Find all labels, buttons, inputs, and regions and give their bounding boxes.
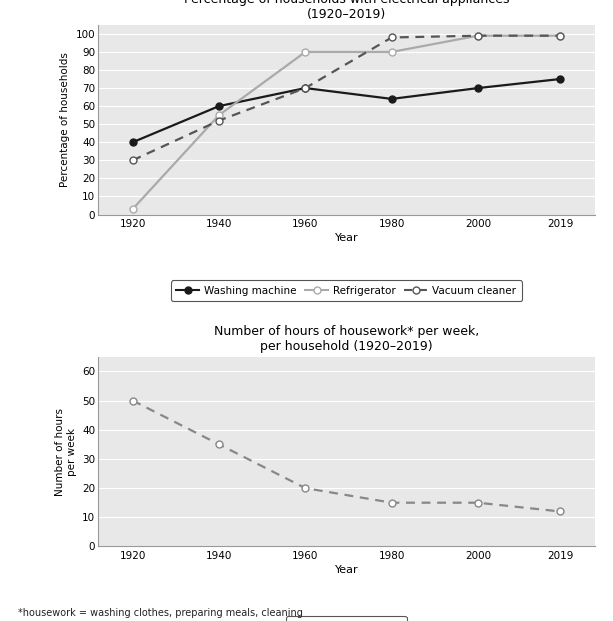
Y-axis label: Number of hours
per week: Number of hours per week <box>55 407 77 496</box>
Legend: Washing machine, Refrigerator, Vacuum cleaner: Washing machine, Refrigerator, Vacuum cl… <box>171 281 522 301</box>
Text: *housework = washing clothes, preparing meals, cleaning: *housework = washing clothes, preparing … <box>18 608 303 618</box>
X-axis label: Year: Year <box>335 565 358 575</box>
Y-axis label: Percentage of households: Percentage of households <box>60 52 70 187</box>
Legend: Hours per week: Hours per week <box>286 616 406 621</box>
Title: Number of hours of housework* per week,
per household (1920–2019): Number of hours of housework* per week, … <box>214 325 479 353</box>
Title: Percentage of households with electrical appliances
(1920–2019): Percentage of households with electrical… <box>184 0 509 21</box>
X-axis label: Year: Year <box>335 233 358 243</box>
